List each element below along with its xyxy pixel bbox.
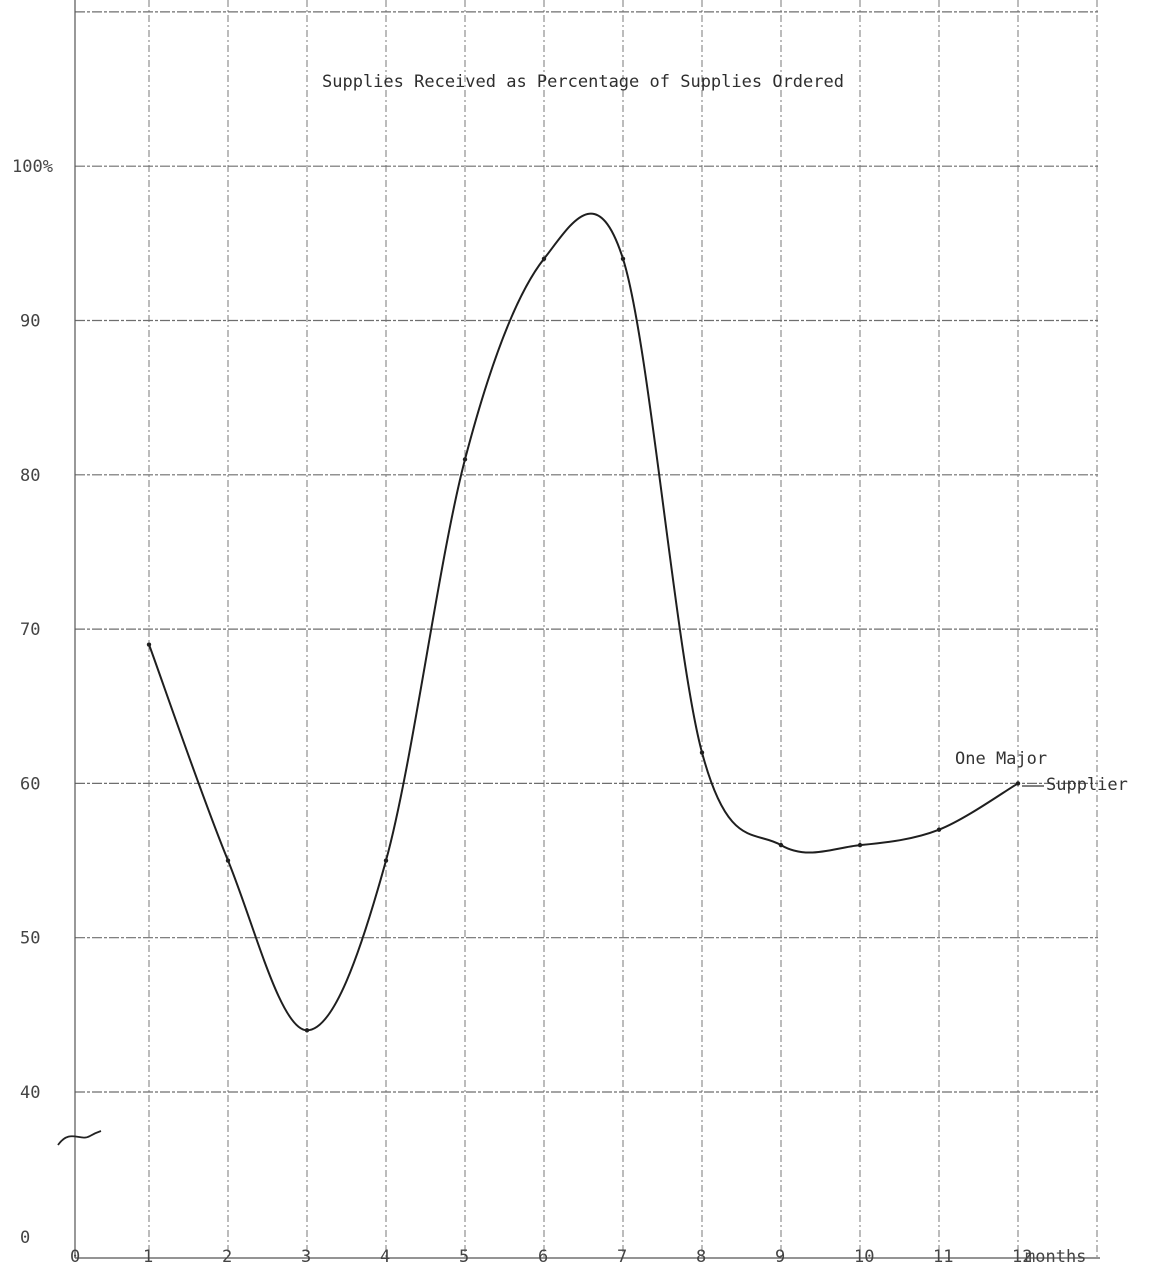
- x-tick-label: 7: [617, 1247, 627, 1267]
- data-point: [699, 750, 705, 755]
- x-tick-label: 0: [70, 1247, 80, 1267]
- y-tick-label: 50: [20, 929, 40, 949]
- series-line: [148, 212, 1019, 1032]
- data-point: [1015, 781, 1021, 786]
- y-tick-label: 40: [20, 1083, 40, 1103]
- axis-break-mark: [57, 1130, 102, 1146]
- data-point: [146, 642, 152, 647]
- data-point: [620, 256, 626, 261]
- data-point: [225, 858, 231, 863]
- x-tick-label: 10: [854, 1247, 874, 1267]
- y-tick-label: 90: [20, 312, 40, 332]
- x-tick-label: 9: [775, 1247, 785, 1267]
- grid: [75, 0, 1098, 1258]
- series-one-major-supplier: [146, 212, 1021, 1033]
- series-label-line2: Supplier: [1046, 775, 1128, 795]
- y-tick-labels: 0 40 50 60 70 80 90 100%: [12, 157, 53, 1248]
- x-tick-label: 1: [143, 1247, 153, 1267]
- data-point: [778, 842, 784, 848]
- data-point: [462, 457, 468, 462]
- y-tick-label: 100%: [12, 157, 53, 177]
- y-tick-label: 0: [20, 1228, 30, 1248]
- chart-title: Supplies Received as Percentage of Suppl…: [322, 72, 844, 92]
- x-tick-label: 2: [222, 1247, 232, 1267]
- y-tick-label: 60: [20, 774, 40, 794]
- x-tick-label: 5: [459, 1247, 469, 1267]
- series-label-line1: One Major: [955, 749, 1047, 769]
- series-label: One Major Supplier: [955, 749, 1128, 795]
- data-point: [857, 842, 863, 848]
- data-point: [541, 256, 547, 261]
- x-tick-label: 8: [696, 1247, 706, 1267]
- y-tick-label: 80: [20, 466, 40, 486]
- data-point: [304, 1028, 310, 1033]
- data-point: [936, 827, 942, 832]
- x-tick-labels: 0 1 2 3 4 5 6 7 8 9 10 11 12: [70, 1247, 1032, 1267]
- x-tick-label: 11: [933, 1247, 953, 1267]
- x-tick-label: 6: [538, 1247, 548, 1267]
- axes: [57, 0, 1100, 1259]
- x-axis-label: months: [1025, 1247, 1086, 1267]
- x-tick-label: 4: [380, 1247, 390, 1267]
- x-tick-label: 3: [301, 1247, 311, 1267]
- data-point: [383, 858, 389, 863]
- y-tick-label: 70: [20, 620, 40, 640]
- x-tick-label: 12: [1012, 1247, 1032, 1267]
